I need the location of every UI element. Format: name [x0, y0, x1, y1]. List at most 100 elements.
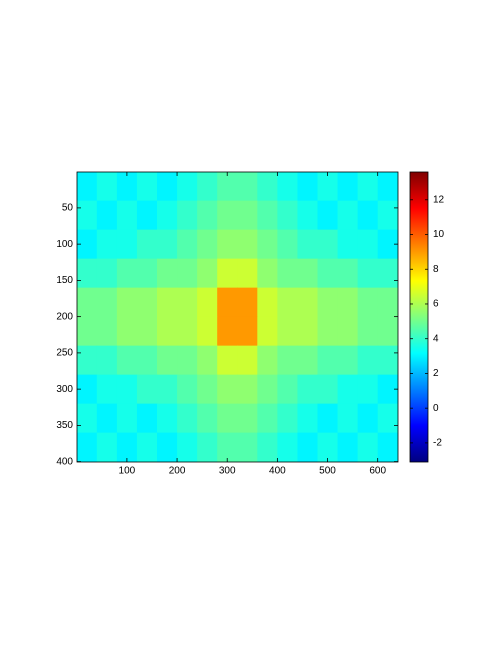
heat-cell [237, 258, 258, 289]
heat-cell [237, 200, 258, 231]
heat-cell [277, 258, 298, 289]
heat-cell [297, 432, 318, 462]
heat-cell [136, 229, 158, 260]
colorbar-tick-label: -2 [433, 438, 442, 449]
heat-cell [357, 345, 379, 376]
cells [77, 172, 398, 462]
heat-cell [77, 403, 98, 434]
heat-cell [277, 403, 298, 434]
heat-cell [317, 374, 339, 405]
heat-cell [197, 172, 218, 202]
heat-cell [96, 374, 118, 405]
heat-cell [96, 316, 118, 347]
heat-cell [237, 432, 258, 462]
heat-cell [177, 316, 198, 347]
heat-cell [297, 287, 318, 318]
colorbar-tick-label: 12 [433, 194, 445, 205]
heat-cell [237, 316, 258, 347]
heat-cell [237, 172, 258, 202]
heat-cell [317, 172, 339, 202]
heat-cell [237, 287, 258, 318]
heat-cell [337, 403, 359, 434]
heat-cell [297, 229, 318, 260]
heat-cell [177, 258, 198, 289]
heat-cell [116, 374, 138, 405]
heat-cell [197, 258, 218, 289]
y-tick-label: 400 [56, 456, 73, 467]
heat-cell [177, 374, 198, 405]
heat-cell [317, 316, 339, 347]
heat-cell [257, 374, 278, 405]
colorbar [409, 171, 429, 463]
heat-cell [337, 287, 359, 318]
heat-cell [156, 432, 178, 462]
heat-cell [377, 432, 398, 462]
heat-cell [116, 432, 138, 462]
heat-cell [257, 432, 278, 462]
heat-cell [116, 287, 138, 318]
heat-cell [217, 229, 238, 260]
heat-cell [156, 229, 178, 260]
heat-cell [357, 432, 379, 462]
heat-cell [136, 200, 158, 231]
heat-cell [377, 172, 398, 202]
colorbar-tick-label: 0 [433, 403, 439, 414]
heat-cell [96, 403, 118, 434]
heat-cell [197, 229, 218, 260]
heat-cell [237, 374, 258, 405]
heat-cell [377, 258, 398, 289]
heat-cell [317, 200, 339, 231]
heat-cell [277, 432, 298, 462]
heat-cell [156, 200, 178, 231]
heat-cell [197, 345, 218, 376]
x-tick-label: 500 [319, 466, 336, 477]
heat-cell [177, 172, 198, 202]
heat-cell [177, 229, 198, 260]
heat-cell [317, 287, 339, 318]
heat-cell [357, 229, 379, 260]
heat-cell [257, 172, 278, 202]
heat-cell [96, 432, 118, 462]
heat-cell [197, 403, 218, 434]
heat-cell [357, 200, 379, 231]
heat-cell [377, 374, 398, 405]
heat-cell [177, 287, 198, 318]
heat-cell [77, 258, 98, 289]
heat-cell [337, 229, 359, 260]
heat-cell [217, 172, 238, 202]
heat-cell [177, 200, 198, 231]
heat-cell [156, 316, 178, 347]
heat-cell [217, 200, 238, 231]
heat-cell [116, 172, 138, 202]
heat-cell [357, 316, 379, 347]
heat-cell [337, 432, 359, 462]
heat-cell [337, 172, 359, 202]
heat-cell [257, 287, 278, 318]
heat-cell [277, 345, 298, 376]
heat-cell [217, 403, 238, 434]
heat-cell [317, 229, 339, 260]
heat-cell [237, 229, 258, 260]
heat-cell [377, 287, 398, 318]
heat-cell [357, 287, 379, 318]
heat-cell [297, 172, 318, 202]
heat-cell [136, 345, 158, 376]
heat-cell [357, 403, 379, 434]
heat-cell [317, 258, 339, 289]
heat-cell [257, 229, 278, 260]
heat-cell [156, 374, 178, 405]
heat-cell [277, 316, 298, 347]
x-tick-label: 400 [269, 466, 286, 477]
colorbar-tick-label: 10 [433, 229, 445, 240]
heat-cell [277, 287, 298, 318]
heat-cell [257, 258, 278, 289]
y-tick-label: 50 [62, 203, 74, 214]
colorbar-tick-label: 6 [433, 299, 439, 310]
heat-cell [156, 403, 178, 434]
heat-cell [197, 287, 218, 318]
heat-cell [96, 229, 118, 260]
heat-cell [197, 432, 218, 462]
heat-cell [217, 287, 238, 318]
heat-cell [237, 345, 258, 376]
